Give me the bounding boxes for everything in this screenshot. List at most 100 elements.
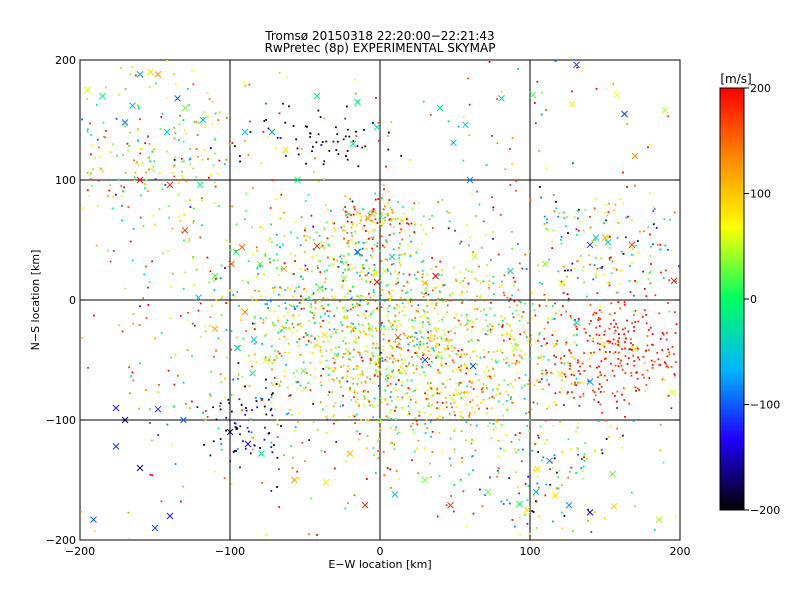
data-point xyxy=(353,340,355,342)
data-point xyxy=(380,199,382,201)
data-point xyxy=(366,478,368,480)
data-point xyxy=(131,371,134,374)
data-point xyxy=(388,357,391,360)
data-point xyxy=(256,250,258,252)
data-point xyxy=(398,431,401,434)
data-point xyxy=(536,363,539,365)
data-point xyxy=(462,280,464,282)
data-point xyxy=(322,340,325,343)
data-point xyxy=(378,299,381,302)
data-point xyxy=(370,236,372,239)
data-point xyxy=(365,217,367,220)
data-point xyxy=(356,398,359,401)
data-point xyxy=(615,291,618,294)
data-point xyxy=(564,376,567,378)
data-point xyxy=(292,316,295,319)
data-point xyxy=(374,212,377,214)
data-point xyxy=(271,322,274,325)
data-point xyxy=(401,397,404,400)
data-point xyxy=(399,372,402,375)
data-point xyxy=(507,394,510,397)
data-point xyxy=(186,349,189,351)
data-point xyxy=(482,383,485,385)
data-point xyxy=(573,374,575,377)
data-point xyxy=(212,164,215,167)
data-point xyxy=(497,400,500,403)
data-point xyxy=(666,331,668,334)
data-point xyxy=(437,297,440,300)
data-point xyxy=(503,449,505,452)
data-point xyxy=(599,305,602,308)
data-point xyxy=(265,533,268,536)
x-marker xyxy=(232,248,240,256)
data-point xyxy=(356,211,359,213)
data-point xyxy=(537,451,540,453)
data-point xyxy=(531,449,534,452)
data-point xyxy=(411,335,414,338)
data-point xyxy=(603,352,606,355)
data-point xyxy=(387,283,389,286)
data-point xyxy=(409,255,412,257)
data-point xyxy=(586,339,589,342)
data-point xyxy=(618,333,620,335)
data-point xyxy=(137,105,139,107)
data-point xyxy=(368,400,370,403)
data-point xyxy=(391,209,393,211)
data-point xyxy=(384,378,387,381)
data-point xyxy=(129,73,132,75)
data-point xyxy=(410,288,412,291)
data-point xyxy=(633,326,635,328)
data-point xyxy=(276,259,279,262)
data-point xyxy=(374,198,377,201)
x-marker xyxy=(241,128,249,136)
data-point xyxy=(299,353,302,356)
data-point xyxy=(524,483,527,485)
data-point xyxy=(517,486,519,489)
data-point xyxy=(391,441,393,444)
data-point xyxy=(675,323,678,326)
scatter-points xyxy=(80,60,680,540)
data-point xyxy=(469,411,471,414)
data-point xyxy=(127,206,130,209)
x-marker xyxy=(367,325,375,333)
data-point xyxy=(341,330,344,332)
data-point xyxy=(317,345,320,347)
data-point xyxy=(407,318,410,321)
data-point xyxy=(359,254,362,257)
data-point xyxy=(122,154,124,156)
data-point xyxy=(325,204,327,207)
data-point xyxy=(271,414,274,417)
data-point xyxy=(350,298,352,300)
data-point xyxy=(224,396,226,399)
data-point xyxy=(346,348,349,351)
data-point xyxy=(540,345,543,347)
data-point xyxy=(439,355,441,358)
data-point xyxy=(583,327,586,330)
data-point xyxy=(382,184,385,187)
data-point xyxy=(434,327,437,329)
data-point xyxy=(268,432,271,434)
data-point xyxy=(183,160,185,163)
data-point xyxy=(253,317,256,319)
data-point xyxy=(600,337,602,340)
data-point xyxy=(499,392,502,395)
data-point xyxy=(623,301,626,303)
data-point xyxy=(362,330,365,333)
data-point xyxy=(634,386,637,389)
data-point xyxy=(436,418,439,421)
data-point xyxy=(459,282,462,284)
data-point xyxy=(414,389,416,392)
data-point xyxy=(363,129,365,131)
data-point xyxy=(581,458,583,460)
x-marker xyxy=(558,279,565,287)
data-point xyxy=(335,149,338,151)
data-point xyxy=(603,222,606,225)
data-point xyxy=(429,353,432,356)
data-point xyxy=(643,362,646,365)
data-point xyxy=(196,134,199,136)
data-point xyxy=(387,377,389,379)
data-point xyxy=(558,391,561,394)
data-point xyxy=(228,242,231,245)
data-point xyxy=(476,307,478,310)
